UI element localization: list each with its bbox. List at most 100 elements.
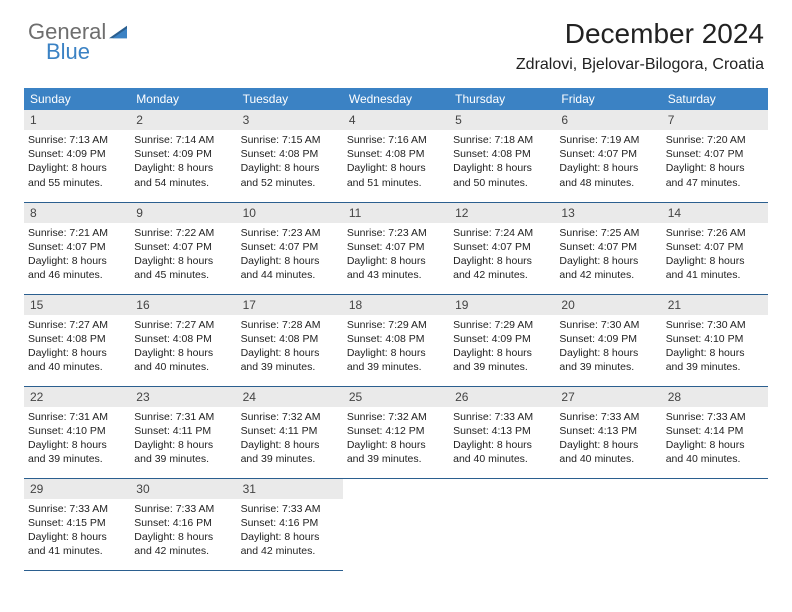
daylight-text: Daylight: 8 hours — [28, 438, 126, 452]
sunrise-text: Sunrise: 7:20 AM — [666, 133, 764, 147]
sunrise-text: Sunrise: 7:16 AM — [347, 133, 445, 147]
day-cell: 23Sunrise: 7:31 AMSunset: 4:11 PMDayligh… — [130, 386, 236, 478]
logo: General Blue — [28, 22, 127, 62]
daylight-text: and 42 minutes. — [559, 268, 657, 282]
day-number: 18 — [343, 295, 449, 315]
sunset-text: Sunset: 4:07 PM — [453, 240, 551, 254]
daylight-text: and 39 minutes. — [134, 452, 232, 466]
day-number: 19 — [449, 295, 555, 315]
daylight-text: Daylight: 8 hours — [666, 161, 764, 175]
sunset-text: Sunset: 4:07 PM — [559, 240, 657, 254]
sunrise-text: Sunrise: 7:19 AM — [559, 133, 657, 147]
sunset-text: Sunset: 4:07 PM — [241, 240, 339, 254]
day-cell: 2Sunrise: 7:14 AMSunset: 4:09 PMDaylight… — [130, 110, 236, 202]
day-cell: 27Sunrise: 7:33 AMSunset: 4:13 PMDayligh… — [555, 386, 661, 478]
sunrise-text: Sunrise: 7:24 AM — [453, 226, 551, 240]
title-block: December 2024 Zdralovi, Bjelovar-Bilogor… — [516, 18, 764, 74]
daylight-text: Daylight: 8 hours — [134, 530, 232, 544]
sunrise-text: Sunrise: 7:33 AM — [453, 410, 551, 424]
daylight-text: and 42 minutes. — [241, 544, 339, 558]
day-cell: 9Sunrise: 7:22 AMSunset: 4:07 PMDaylight… — [130, 202, 236, 294]
day-number: 8 — [24, 203, 130, 223]
sunrise-text: Sunrise: 7:22 AM — [134, 226, 232, 240]
day-cell: 3Sunrise: 7:15 AMSunset: 4:08 PMDaylight… — [237, 110, 343, 202]
sunset-text: Sunset: 4:08 PM — [241, 147, 339, 161]
daylight-text: and 52 minutes. — [241, 176, 339, 190]
day-cell: 28Sunrise: 7:33 AMSunset: 4:14 PMDayligh… — [662, 386, 768, 478]
sunset-text: Sunset: 4:16 PM — [241, 516, 339, 530]
sunrise-text: Sunrise: 7:30 AM — [559, 318, 657, 332]
day-header: Friday — [555, 88, 661, 110]
daylight-text: and 55 minutes. — [28, 176, 126, 190]
day-number: 2 — [130, 110, 236, 130]
daylight-text: Daylight: 8 hours — [453, 438, 551, 452]
sunset-text: Sunset: 4:09 PM — [28, 147, 126, 161]
day-cell: 17Sunrise: 7:28 AMSunset: 4:08 PMDayligh… — [237, 294, 343, 386]
sunrise-text: Sunrise: 7:32 AM — [241, 410, 339, 424]
daylight-text: and 46 minutes. — [28, 268, 126, 282]
daylight-text: and 40 minutes. — [453, 452, 551, 466]
sunset-text: Sunset: 4:07 PM — [559, 147, 657, 161]
month-title: December 2024 — [516, 18, 764, 50]
daylight-text: and 39 minutes. — [347, 360, 445, 374]
day-number: 13 — [555, 203, 661, 223]
sunset-text: Sunset: 4:07 PM — [666, 147, 764, 161]
daylight-text: and 39 minutes. — [453, 360, 551, 374]
week-row: 1Sunrise: 7:13 AMSunset: 4:09 PMDaylight… — [24, 110, 768, 202]
day-cell: 24Sunrise: 7:32 AMSunset: 4:11 PMDayligh… — [237, 386, 343, 478]
sunset-text: Sunset: 4:15 PM — [28, 516, 126, 530]
day-cell: 10Sunrise: 7:23 AMSunset: 4:07 PMDayligh… — [237, 202, 343, 294]
day-number: 30 — [130, 479, 236, 499]
sunrise-text: Sunrise: 7:25 AM — [559, 226, 657, 240]
daylight-text: and 50 minutes. — [453, 176, 551, 190]
sunset-text: Sunset: 4:07 PM — [666, 240, 764, 254]
day-cell: 21Sunrise: 7:30 AMSunset: 4:10 PMDayligh… — [662, 294, 768, 386]
sunrise-text: Sunrise: 7:33 AM — [559, 410, 657, 424]
sunset-text: Sunset: 4:08 PM — [347, 332, 445, 346]
sunrise-text: Sunrise: 7:33 AM — [666, 410, 764, 424]
sunset-text: Sunset: 4:08 PM — [28, 332, 126, 346]
day-cell: 15Sunrise: 7:27 AMSunset: 4:08 PMDayligh… — [24, 294, 130, 386]
day-number: 3 — [237, 110, 343, 130]
day-header: Wednesday — [343, 88, 449, 110]
daylight-text: and 39 minutes. — [28, 452, 126, 466]
daylight-text: Daylight: 8 hours — [241, 254, 339, 268]
day-cell: 25Sunrise: 7:32 AMSunset: 4:12 PMDayligh… — [343, 386, 449, 478]
week-row: 8Sunrise: 7:21 AMSunset: 4:07 PMDaylight… — [24, 202, 768, 294]
calendar-table: Sunday Monday Tuesday Wednesday Thursday… — [24, 88, 768, 571]
day-number: 14 — [662, 203, 768, 223]
daylight-text: and 41 minutes. — [666, 268, 764, 282]
day-number: 20 — [555, 295, 661, 315]
day-cell: 26Sunrise: 7:33 AMSunset: 4:13 PMDayligh… — [449, 386, 555, 478]
sunrise-text: Sunrise: 7:26 AM — [666, 226, 764, 240]
sunset-text: Sunset: 4:07 PM — [347, 240, 445, 254]
daylight-text: Daylight: 8 hours — [241, 346, 339, 360]
daylight-text: Daylight: 8 hours — [241, 161, 339, 175]
day-number: 17 — [237, 295, 343, 315]
day-cell: 7Sunrise: 7:20 AMSunset: 4:07 PMDaylight… — [662, 110, 768, 202]
day-number: 12 — [449, 203, 555, 223]
sunrise-text: Sunrise: 7:31 AM — [134, 410, 232, 424]
day-cell: 30Sunrise: 7:33 AMSunset: 4:16 PMDayligh… — [130, 478, 236, 570]
sunset-text: Sunset: 4:08 PM — [453, 147, 551, 161]
daylight-text: Daylight: 8 hours — [241, 530, 339, 544]
daylight-text: and 42 minutes. — [134, 544, 232, 558]
day-cell: 6Sunrise: 7:19 AMSunset: 4:07 PMDaylight… — [555, 110, 661, 202]
day-number: 31 — [237, 479, 343, 499]
day-number: 5 — [449, 110, 555, 130]
day-number: 28 — [662, 387, 768, 407]
day-number: 26 — [449, 387, 555, 407]
day-number: 25 — [343, 387, 449, 407]
sunrise-text: Sunrise: 7:32 AM — [347, 410, 445, 424]
day-number: 27 — [555, 387, 661, 407]
day-cell: 31Sunrise: 7:33 AMSunset: 4:16 PMDayligh… — [237, 478, 343, 570]
daylight-text: and 40 minutes. — [666, 452, 764, 466]
day-header: Monday — [130, 88, 236, 110]
location-label: Zdralovi, Bjelovar-Bilogora, Croatia — [516, 56, 764, 74]
day-cell — [555, 478, 661, 570]
daylight-text: Daylight: 8 hours — [347, 346, 445, 360]
day-cell: 13Sunrise: 7:25 AMSunset: 4:07 PMDayligh… — [555, 202, 661, 294]
day-cell: 11Sunrise: 7:23 AMSunset: 4:07 PMDayligh… — [343, 202, 449, 294]
sunrise-text: Sunrise: 7:14 AM — [134, 133, 232, 147]
daylight-text: and 39 minutes. — [241, 452, 339, 466]
